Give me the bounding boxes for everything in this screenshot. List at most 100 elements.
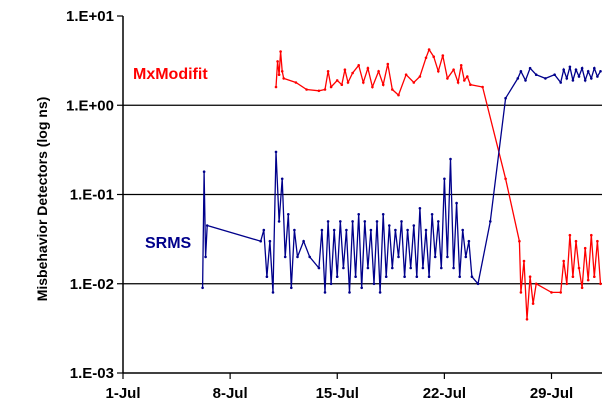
series-1-point-18 [308,255,312,259]
series-1-point-63 [452,266,455,270]
series-label-srms: SRMS [145,235,192,252]
series-0-point-11 [329,85,333,89]
series-1-point-33 [360,286,364,290]
series-1-point-87 [580,66,584,70]
series-0-point-46 [525,318,529,321]
series-0-point-57 [577,266,581,270]
series-1-point-36 [369,228,373,232]
series-1-point-40 [381,213,385,216]
series-1-point-32 [357,213,361,216]
series-0-point-7 [305,88,308,91]
series-0-point-41 [481,85,484,89]
series-0-point-14 [343,68,347,71]
series-1-point-68 [467,239,471,243]
series-0-point-45 [522,259,526,263]
x-tick-labels: 1-Jul 8-Jul 15-Jul 22-Jul 29-Jul [105,385,573,402]
series-0-point-52 [562,259,565,263]
y-tick-label-4: 1.E-03 [70,365,114,382]
series-1-point-76 [528,66,532,70]
series-1-point-28 [345,228,348,232]
y-tick-label-0: 1.E+01 [66,8,114,25]
series-1-point-74 [519,70,523,73]
series-1-point-26 [339,220,342,223]
series-1-point-20 [320,228,324,232]
series-0-point-25 [397,93,400,97]
series-1-point-13 [287,213,290,216]
series-1-point-8 [271,291,275,294]
series-0-point-3 [279,50,282,53]
series-1-point-61 [446,255,449,259]
series-1-point-85 [574,68,578,71]
series-1-point-37 [372,282,376,286]
series-1-point-39 [378,291,382,294]
series-0-point-36 [456,81,460,84]
series-1-point-6 [265,275,269,279]
series-0-point-19 [366,66,370,70]
series-1-point-90 [590,77,593,80]
series-line-1 [201,66,602,293]
series-1-point-44 [394,228,397,232]
plot-frame [117,15,602,379]
series-1-point-81 [562,68,565,71]
series-1-point-84 [571,79,575,82]
series-1-point-91 [593,66,596,70]
series-1-point-92 [596,75,599,78]
series-1-point-88 [583,79,587,82]
series-1-point-12 [283,255,287,259]
x-tick-label-2: 15-Jul [316,385,359,402]
series-1-point-19 [317,266,321,270]
series-1-point-62 [449,157,452,161]
series-1-point-30 [351,220,354,223]
series-1-point-45 [397,255,400,259]
series-0-point-0 [274,85,278,89]
series-1-point-60 [443,177,446,181]
series-0-point-58 [580,286,584,290]
series-0-point-39 [466,75,469,78]
series-1-point-73 [516,77,520,80]
series-1-point-17 [302,239,305,243]
series-1-point-67 [464,255,468,259]
series-0-point-9 [323,88,327,91]
series-0-point-43 [518,239,521,243]
series-1-point-42 [388,224,391,227]
y-tick-label-2: 1.E-01 [70,187,114,204]
series-0-point-38 [463,79,466,82]
series-0-point-5 [282,77,286,80]
series-1-point-53 [421,266,425,270]
series-1-point-79 [553,73,556,76]
series-1-point-59 [440,266,443,270]
series-0-point-2 [277,73,281,76]
series-0-point-24 [391,88,394,91]
series-1-point-49 [409,266,413,270]
x-tick-label-1: 8-Jul [213,385,248,402]
series-label-mxmodifit: MxModifit [133,66,208,83]
series-0-point-35 [452,68,455,71]
series-0-point-42 [504,177,507,181]
series-1-point-38 [375,220,379,223]
series-1-point-54 [424,228,428,232]
x-tick-label-3: 22-Jul [423,385,466,402]
y-tick-label-3: 1.E-02 [70,276,114,293]
series-1-point-24 [332,228,336,232]
series-0-point-6 [294,81,298,84]
series-1-point-56 [430,213,434,216]
series-0-point-44 [519,291,523,294]
series-0-point-15 [346,81,350,84]
series-0-point-49 [534,282,538,286]
series-0-point-54 [568,233,572,237]
series-0-point-27 [412,81,416,84]
series-0-point-20 [371,85,374,89]
series-1-point-89 [586,70,590,73]
series-0-point-61 [590,233,593,237]
series-0-point-8 [317,89,321,93]
series-0-point-34 [446,77,449,80]
series-1-point-21 [323,291,327,294]
series-1-point-4 [259,239,263,243]
series-1-point-25 [335,275,339,279]
series-0-point-21 [377,70,380,73]
series-1-point-82 [565,77,569,80]
series-1-point-5 [262,228,266,232]
series-0-point-22 [381,83,385,86]
series-1-point-55 [427,275,431,279]
